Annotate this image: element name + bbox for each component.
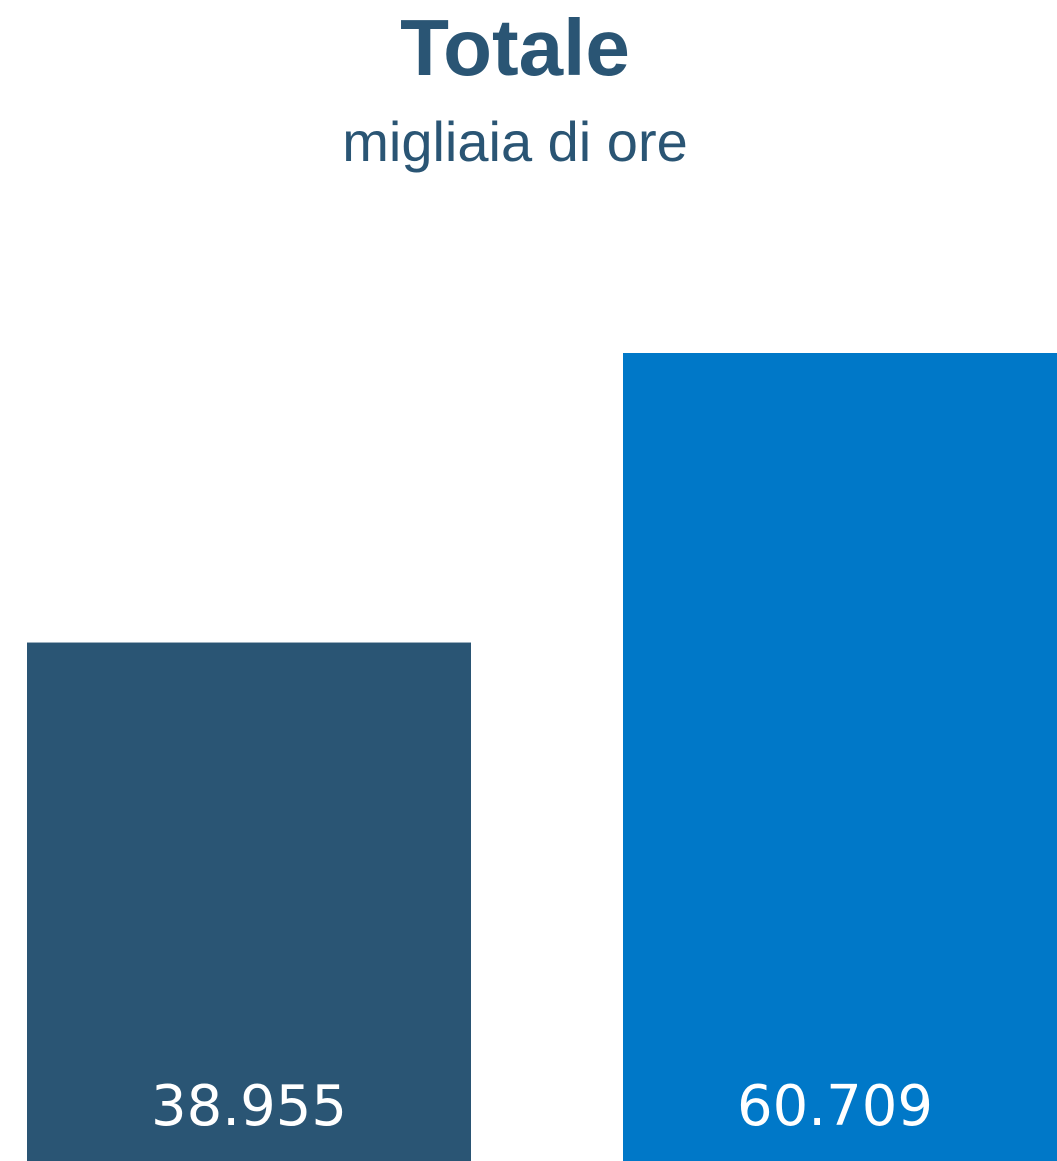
chart-subtitle: migliaia di ore: [342, 110, 688, 173]
bar: [623, 353, 1057, 1161]
value-label: 38.955: [151, 1074, 347, 1139]
chart-title: Totale: [400, 3, 630, 92]
bar: [27, 642, 471, 1161]
value-label: 60.709: [737, 1074, 933, 1139]
